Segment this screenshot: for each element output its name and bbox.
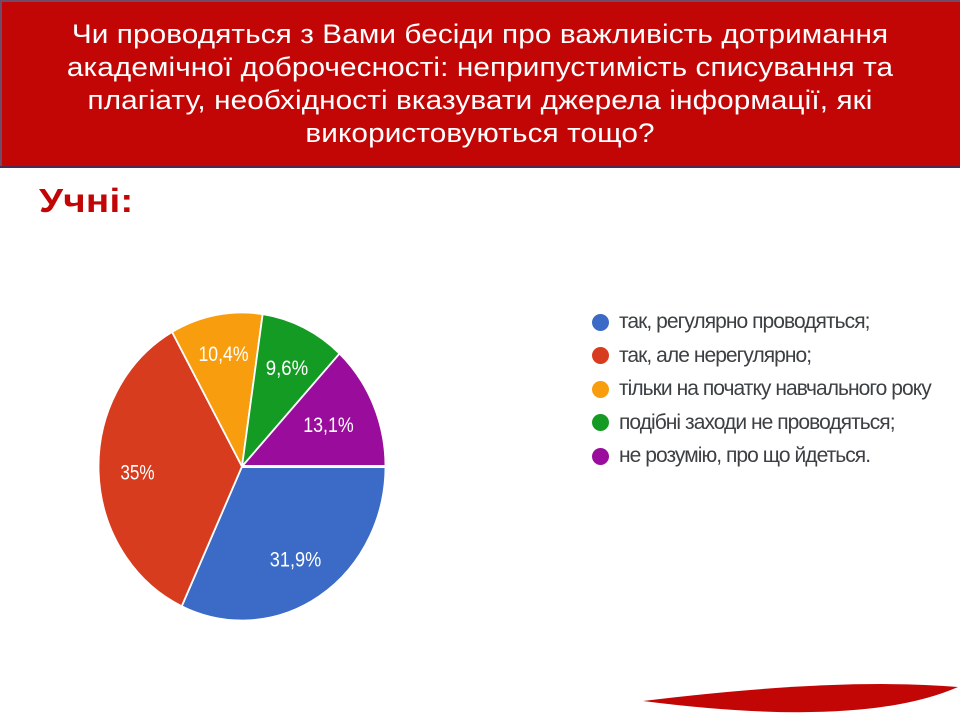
svg-text:13,1%: 13,1% (303, 413, 354, 437)
svg-text:31,9%: 31,9% (270, 548, 322, 572)
svg-text:35%: 35% (120, 461, 154, 485)
svg-text:10,4%: 10,4% (199, 342, 249, 366)
svg-text:9,6%: 9,6% (266, 356, 309, 380)
